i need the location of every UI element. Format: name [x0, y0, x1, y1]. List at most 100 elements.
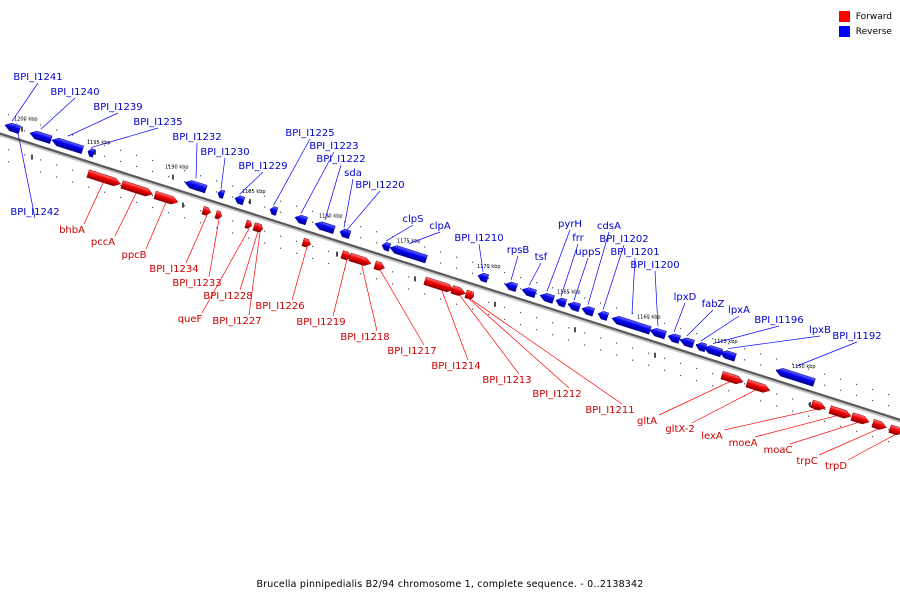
reverse-gene-label: lpxD [674, 292, 697, 303]
reverse-gene-label: BPI_I1222 [316, 154, 365, 165]
forward-gene-arrow [301, 237, 311, 248]
forward-gene-label: BPI_I1214 [431, 361, 480, 372]
forward-gene-label: trpC [796, 456, 817, 467]
reverse-gene-arrow [51, 137, 85, 154]
legend-reverse-label: Reverse [855, 26, 892, 37]
scale-tick-label: 1200 kbp [14, 117, 38, 123]
forward-gene-arrow [828, 405, 852, 419]
gene-glyphs [4, 122, 900, 436]
reverse-gene-label: sda [344, 168, 362, 179]
scale-tick-label: 1190 kbp [165, 165, 189, 171]
reverse-gene-arrow [649, 328, 667, 340]
legend: Forward Reverse [838, 9, 892, 39]
reverse-gene-label: BPI_I1196 [754, 315, 803, 326]
reverse-gene-arrow [667, 333, 681, 344]
reverse-gene-label: BPI_I1242 [10, 207, 59, 218]
forward-gene-label: moeA [729, 438, 758, 449]
forward-gene-arrow [348, 252, 372, 266]
reverse-gene-arrow [581, 306, 595, 317]
scale-tick-label: 1165 kbp [557, 289, 581, 295]
scale-tick-label: 1180 kbp [319, 214, 343, 220]
scale-tick-label: 1150 kbp [792, 364, 816, 370]
scale-tick-label: 1155 kbp [714, 339, 738, 345]
reverse-gene-arrow [344, 229, 352, 239]
reverse-gene-label: BPI_I1241 [13, 72, 62, 83]
scale-ticks: 1200 kbp 1195 kbp 1190 kbp 1185 kbp 1180 kbp… [14, 117, 816, 408]
reverse-gene-arrow [703, 345, 723, 358]
reverse-gene-label: BPI_I1239 [93, 102, 142, 113]
scale-tick-label: 1195 kbp [87, 140, 111, 146]
reverse-gene-label: BPI_I1232 [172, 132, 221, 143]
reverse-gene-arrow [217, 189, 226, 199]
scale-tick-label: 1185 kbp [242, 189, 266, 195]
forward-gene-arrow [201, 206, 211, 216]
reverse-gene-arrow [539, 293, 555, 304]
reverse-gene-label: pyrH [558, 219, 582, 230]
reverse-gene-label: fabZ [702, 299, 725, 310]
reverse-gene-label: BPI_I1230 [200, 147, 249, 158]
forward-gene-label: BPI_I1233 [172, 278, 221, 289]
scale-tick-label: 1160 kbp [637, 315, 661, 321]
forward-gene-label: queF [178, 314, 203, 325]
legend-reverse: Reverse [838, 24, 892, 39]
forward-gene-label: BPI_I1211 [585, 405, 634, 416]
reverse-gene-arrow [29, 130, 53, 144]
forward-gene-arrow [450, 285, 466, 296]
forward-gene-arrow [120, 180, 153, 197]
reverse-gene-label: BPI_I1229 [238, 161, 287, 172]
forward-gene-arrow [423, 276, 455, 293]
forward-gene-arrow [373, 260, 385, 271]
map-caption: Brucella pinnipedialis B2/94 chromosome … [256, 579, 644, 590]
forward-gene-label: BPI_I1219 [296, 317, 345, 328]
forward-gene-arrow [871, 419, 887, 430]
legend-forward: Forward [838, 9, 892, 24]
reverse-gene-label: BPI_I1210 [454, 233, 503, 244]
reverse-gene-label: BPI_I1192 [832, 331, 881, 342]
reverse-gene-label: rpsB [507, 245, 530, 256]
reverse-gene-label: lpxA [728, 305, 750, 316]
reverse-gene-arrow [11, 124, 22, 134]
legend-forward-label: Forward [855, 11, 892, 22]
chromosome-axis [0, 132, 900, 423]
forward-gene-label: BPI_I1217 [387, 346, 436, 357]
forward-gene-arrow [745, 379, 771, 393]
reverse-gene-arrow [521, 287, 537, 298]
forward-gene-label: lexA [701, 431, 723, 442]
reverse-gene-arrow [314, 221, 336, 234]
reverse-gene-label: BPI_I1223 [309, 141, 358, 152]
forward-swatch [838, 11, 850, 22]
forward-gene-label: gltX-2 [665, 424, 694, 435]
forward-gene-arrow [153, 190, 179, 205]
forward-gene-label: BPI_I1227 [212, 316, 261, 327]
reverse-gene-label: cdsA [597, 221, 621, 232]
reverse-gene-arrow [269, 206, 279, 216]
forward-gene-arrow [720, 371, 744, 385]
reverse-gene-arrow [555, 297, 568, 308]
forward-gene-label: moaC [764, 445, 793, 456]
forward-gene-arrow [214, 210, 223, 220]
reverse-gene-arrow [611, 315, 652, 335]
reverse-gene-label: uppS [575, 247, 600, 258]
forward-gene-label: BPI_I1228 [203, 291, 252, 302]
reverse-gene-label: BPI_I1235 [133, 117, 182, 128]
forward-gene-arrow [850, 412, 870, 425]
forward-gene-arrow [86, 169, 121, 187]
reverse-gene-arrow [381, 242, 392, 252]
reverse-gene-arrow [294, 214, 308, 226]
reverse-gene-arrow [184, 180, 208, 194]
reverse-gene-label: BPI_I1200 [630, 260, 679, 271]
reverse-gene-label: lpxB [809, 325, 831, 336]
reverse-gene-arrow [679, 337, 695, 349]
forward-gene-arrow [255, 223, 264, 233]
reverse-gene-label: clpA [429, 221, 451, 232]
scale-tick-label: 1170 kbp [477, 264, 501, 270]
forward-gene-arrow [810, 399, 826, 411]
forward-gene-label: pccA [91, 237, 115, 248]
reverse-gene-label: BPI_I1240 [50, 87, 99, 98]
reverse-gene-arrow [597, 311, 610, 321]
forward-gene-label: ppcB [121, 250, 146, 261]
scale-tick-label: 1175 kbp [397, 238, 421, 244]
reverse-gene-label: BPI_I1220 [355, 180, 404, 191]
reverse-gene-label: frr [572, 233, 584, 244]
